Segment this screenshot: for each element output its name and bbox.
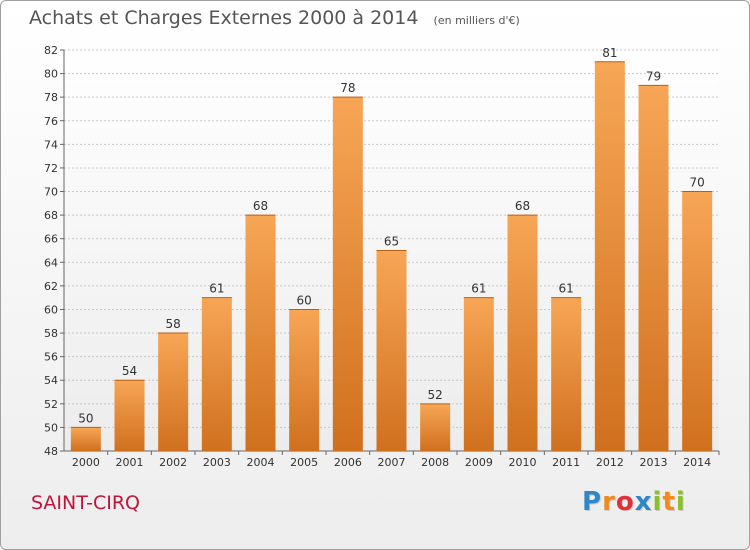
bar — [551, 297, 582, 451]
chart-title-block: Achats et Charges Externes 2000 à 2014 (… — [29, 7, 520, 29]
y-axis: 48 50 52 54 56 58 60 62 64 66 68 70 72 74 76 78 80 82 — [44, 44, 65, 458]
y-tick-label: 50 — [44, 421, 58, 434]
data-label: 65 — [384, 235, 399, 249]
bar — [376, 250, 407, 451]
bar — [289, 309, 320, 451]
bar — [201, 297, 232, 451]
bar — [158, 333, 189, 451]
data-label: 50 — [78, 411, 93, 425]
logo-letter: t — [662, 487, 676, 517]
bar — [114, 380, 145, 451]
proxiti-logo[interactable]: Proxiti — [582, 487, 686, 517]
y-tick-label: 80 — [44, 68, 58, 81]
bar — [682, 191, 713, 451]
x-tick-label: 2010 — [509, 456, 537, 469]
data-label: 70 — [690, 176, 705, 190]
y-tick-label: 62 — [44, 280, 58, 293]
bar — [463, 297, 494, 451]
bar — [332, 97, 363, 452]
data-label: 60 — [297, 293, 312, 307]
logo-letter: o — [615, 487, 635, 517]
data-label: 52 — [428, 388, 443, 402]
x-tick-label: 2011 — [552, 456, 580, 469]
y-tick-label: 54 — [44, 374, 58, 387]
logo-letter: x — [634, 487, 653, 517]
x-tick-label: 2002 — [159, 456, 187, 469]
x-tick-label: 2008 — [421, 456, 449, 469]
x-tick-label: 2003 — [203, 456, 231, 469]
data-label: 79 — [646, 69, 661, 83]
bars-group — [70, 61, 713, 452]
data-label: 61 — [471, 282, 486, 296]
y-tick-label: 74 — [44, 138, 58, 151]
data-labels-group: 50 54 58 61 68 60 78 65 52 61 68 61 81 79 70 — [78, 46, 705, 426]
bar — [420, 403, 451, 451]
y-tick-label: 58 — [44, 327, 58, 340]
x-tick-label: 2012 — [596, 456, 624, 469]
y-tick-label: 48 — [44, 445, 58, 458]
bar — [638, 85, 669, 451]
data-label: 58 — [166, 317, 181, 331]
x-tick-label: 2007 — [378, 456, 406, 469]
place-name: SAINT-CIRQ — [31, 492, 140, 514]
data-label: 61 — [559, 282, 574, 296]
x-tick-label: 2009 — [465, 456, 493, 469]
x-tick-label: 2006 — [334, 456, 362, 469]
x-tick-label: 2000 — [72, 456, 100, 469]
data-label: 54 — [122, 364, 137, 378]
bar — [594, 61, 625, 451]
data-label: 81 — [602, 46, 617, 60]
y-tick-label: 72 — [44, 162, 58, 175]
logo-letter: r — [602, 487, 616, 517]
logo-letter: i — [675, 487, 686, 517]
bar — [70, 427, 101, 451]
data-label: 68 — [253, 199, 268, 213]
data-label: 68 — [515, 199, 530, 213]
y-tick-label: 56 — [44, 351, 58, 364]
y-tick-label: 64 — [44, 256, 58, 269]
y-tick-label: 78 — [44, 91, 58, 104]
x-tick-label: 2005 — [290, 456, 318, 469]
y-tick-label: 70 — [44, 186, 58, 199]
chart-title: Achats et Charges Externes 2000 à 2014 — [29, 7, 419, 29]
x-axis: 2000 2001 2002 2003 2004 2005 2006 2007 2008 2009… — [64, 450, 720, 469]
logo-letter: i — [652, 487, 663, 517]
data-label: 78 — [340, 81, 355, 95]
x-tick-label: 2013 — [640, 456, 668, 469]
y-tick-label: 60 — [44, 303, 58, 316]
logo-letter: P — [582, 487, 603, 517]
y-tick-label: 68 — [44, 209, 58, 222]
x-tick-label: 2001 — [116, 456, 144, 469]
y-tick-label: 76 — [44, 115, 58, 128]
data-label: 61 — [209, 282, 224, 296]
chart-subtitle: (en milliers d'€) — [433, 14, 520, 27]
x-tick-label: 2004 — [247, 456, 275, 469]
y-tick-label: 52 — [44, 398, 58, 411]
x-tick-label: 2014 — [683, 456, 711, 469]
bar — [507, 215, 538, 451]
bar — [245, 215, 276, 451]
y-tick-label: 66 — [44, 233, 58, 246]
y-tick-label: 82 — [44, 44, 58, 57]
